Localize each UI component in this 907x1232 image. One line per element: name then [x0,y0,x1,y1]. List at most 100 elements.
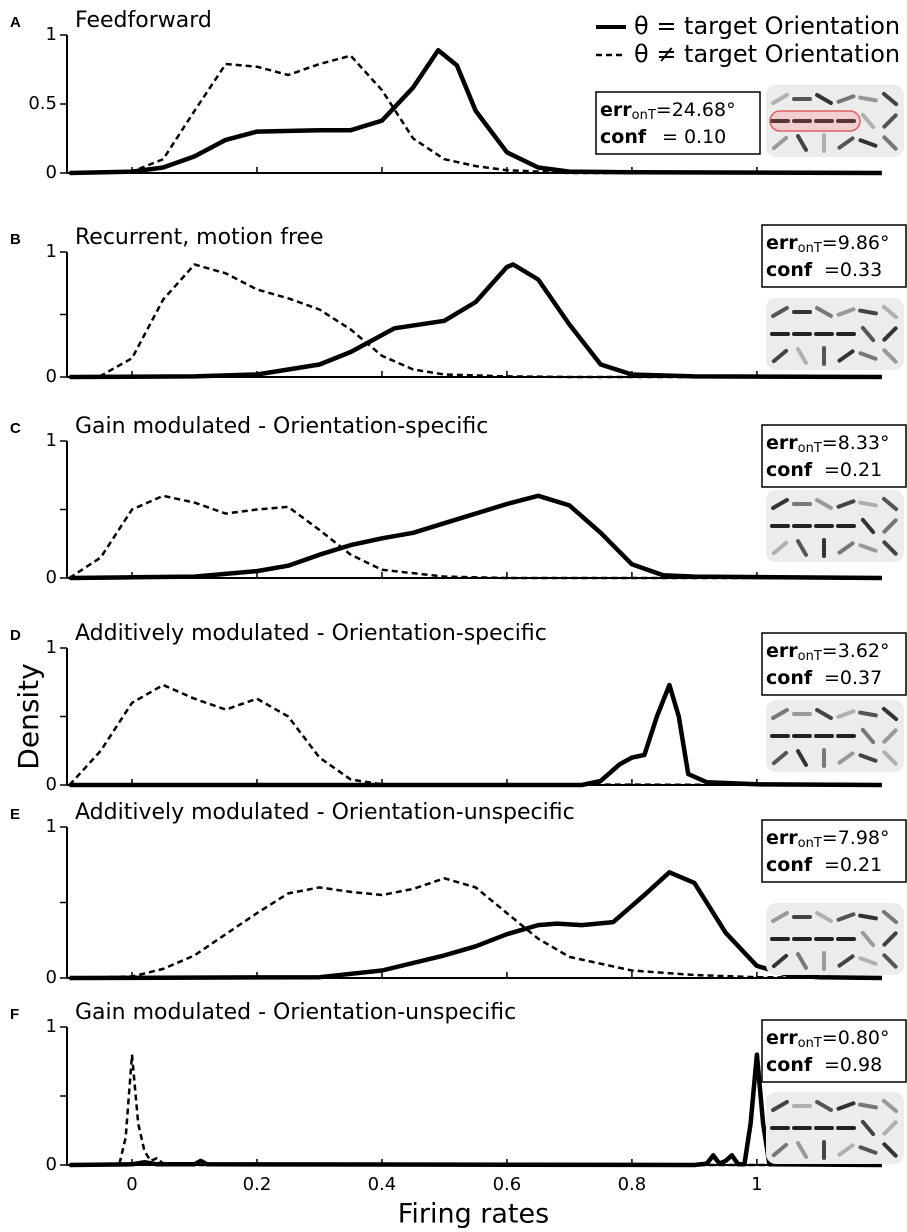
stimulus-bar [836,499,856,509]
density-line [69,870,882,981]
density-line [69,263,882,379]
stimulus-bar [881,496,899,512]
stimulus-bar [882,728,898,744]
panel-letter: E [10,806,20,823]
stimulus-bar [858,1102,878,1110]
err-subscript: onT [798,241,822,256]
stimulus-bar [860,930,876,948]
info-box [761,424,907,488]
panel-title: Feedforward [75,8,212,33]
err-label: err [766,640,798,662]
err-label: err [766,432,798,454]
legend-label: θ ≠ target Orientation [634,40,900,68]
conf-value: =0.98 [824,1054,882,1076]
conf-text: conf =0.21 [766,459,882,481]
y-tick-label: 1 [46,430,57,451]
err-label: err [766,1027,798,1049]
y-tick-label: 0 [46,366,57,387]
density-line [68,683,882,787]
conf-value: = 0.10 [662,126,726,148]
stimulus-bar [858,95,878,103]
err-label: err [766,232,798,254]
density-line [69,1052,882,1168]
err-value: =7.98° [822,827,890,849]
conf-text: conf =0.21 [766,854,882,876]
stimulus-bar [771,348,789,364]
stimulus-bar [858,351,878,361]
stimulus-bar [771,540,789,556]
stimulus-bar [881,91,899,107]
panel-letter: A [10,14,21,31]
conf-text: conf =0.33 [766,259,882,281]
panel-letter: C [10,420,21,437]
err-subscript: onT [798,836,822,851]
stimulus-bar [881,706,899,722]
conf-label: conf [766,259,813,281]
stimulus-bar [858,138,878,148]
x-tick-label: 0.6 [493,1174,522,1195]
stimulus-bar [837,349,855,363]
info-box [761,1019,907,1083]
panel-title: Recurrent, motion free [75,225,324,250]
stimulus-bar [882,135,898,151]
x-tick-label: 1 [751,1174,762,1195]
stimulus-bar [771,498,789,510]
stimulus-bar [796,1141,808,1159]
stimulus-bar [860,517,876,535]
info-box [761,632,907,696]
stimulus-bar [796,347,808,365]
conf-value: =0.21 [824,459,882,481]
panel-title: Additively modulated - Orientation-unspe… [75,800,575,825]
x-tick-label: 0.2 [243,1174,272,1195]
stimulus-bar [796,134,808,152]
stimulus-bar [836,709,856,719]
stimulus-bar [860,112,876,130]
info-box [761,819,907,883]
err-label: err [600,99,632,121]
target-highlight [769,110,861,132]
stimulus-bar [771,911,789,923]
err-value: =8.33° [822,432,890,454]
y-tick-label: 1 [46,241,57,262]
stimulus-bar [815,498,833,510]
stimulus-bar [882,326,898,342]
panel-title: Gain modulated - Orientation-specific [75,414,488,439]
stimulus-bar [837,541,855,555]
stimulus-bar [858,913,878,921]
stimulus-bar [815,1100,833,1112]
info-box [761,224,907,288]
conf-text: conf = 0.10 [600,126,726,148]
stimulus-bar [771,135,789,151]
conf-value: =0.37 [824,667,882,689]
y-tick-label: 0 [46,1154,57,1175]
err-text: erronT=9.86° [766,232,890,256]
x-axis-label: Firing rates [398,1199,549,1230]
stimulus-bar [836,307,856,317]
x-tick-label: 0 [126,1174,137,1195]
err-text: erronT=7.98° [766,827,890,851]
stimulus-bar [771,750,789,766]
conf-label: conf [766,459,813,481]
stimulus-bar [858,308,878,316]
err-value: =0.80° [822,1027,890,1049]
stimulus-bar [815,708,833,720]
stimulus-bar [882,113,898,129]
stimulus-bar [860,325,876,343]
stimulus-bar [882,1120,898,1136]
err-text: erronT=8.33° [766,432,890,456]
stimulus-bar [836,912,856,922]
panel-letter: D [10,627,21,644]
stimulus-bar [771,306,789,318]
panel-title: Gain modulated - Orientation-unspecific [75,1000,516,1025]
y-tick-label: 0 [46,774,57,795]
panel-title: Additively modulated - Orientation-speci… [75,621,547,646]
stimulus-bar [815,93,833,105]
y-tick-label: 1 [46,816,57,837]
density-line [69,262,882,380]
stimulus-bar [771,953,789,969]
stimulus-bar [796,952,808,970]
y-tick-label: 1 [46,637,57,658]
stimulus-bar [882,518,898,534]
stimulus-bar [882,931,898,947]
stimulus-bar [881,909,899,925]
